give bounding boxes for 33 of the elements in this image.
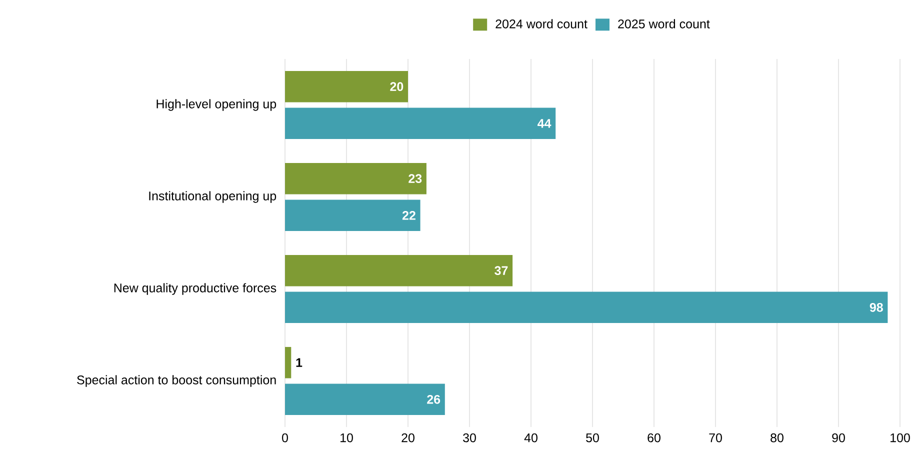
y-tick-label: Institutional opening up <box>149 191 276 203</box>
y-tick-label: New quality productive forces <box>114 283 276 295</box>
legend-label: 2024 word count <box>496 19 588 28</box>
bar <box>285 254 513 286</box>
x-tick-label: 20 <box>402 433 414 442</box>
bar <box>285 70 408 102</box>
data-label: 37 <box>494 266 508 276</box>
data-label: 26 <box>427 394 440 404</box>
data-label: 23 <box>408 174 422 184</box>
data-label: 22 <box>402 211 416 220</box>
bar <box>285 162 426 194</box>
x-tick-label: 30 <box>463 433 476 442</box>
legend-label: 2025 word count <box>618 19 710 28</box>
x-tick-label: 90 <box>832 433 845 442</box>
x-tick-label: 40 <box>524 433 538 442</box>
bar <box>285 346 292 378</box>
data-label: 44 <box>538 119 552 128</box>
bar <box>285 200 420 232</box>
y-tick-label: Special action to boost consumption <box>77 375 276 387</box>
data-label: 20 <box>390 82 404 92</box>
x-tick-label: 70 <box>709 433 722 442</box>
x-tick-label: 10 <box>340 433 353 442</box>
x-tick-label: 0 <box>282 433 288 442</box>
x-tick-label: 60 <box>648 433 660 442</box>
bar <box>285 384 445 416</box>
bar <box>285 108 556 140</box>
x-tick-label: 50 <box>586 433 599 442</box>
data-label: 1 <box>296 358 302 367</box>
bar <box>285 292 888 324</box>
y-tick-label: High-level opening up <box>156 99 276 111</box>
x-tick-label: 80 <box>770 433 784 442</box>
x-tick-label: 100 <box>890 433 910 442</box>
data-label: 98 <box>870 302 883 312</box>
